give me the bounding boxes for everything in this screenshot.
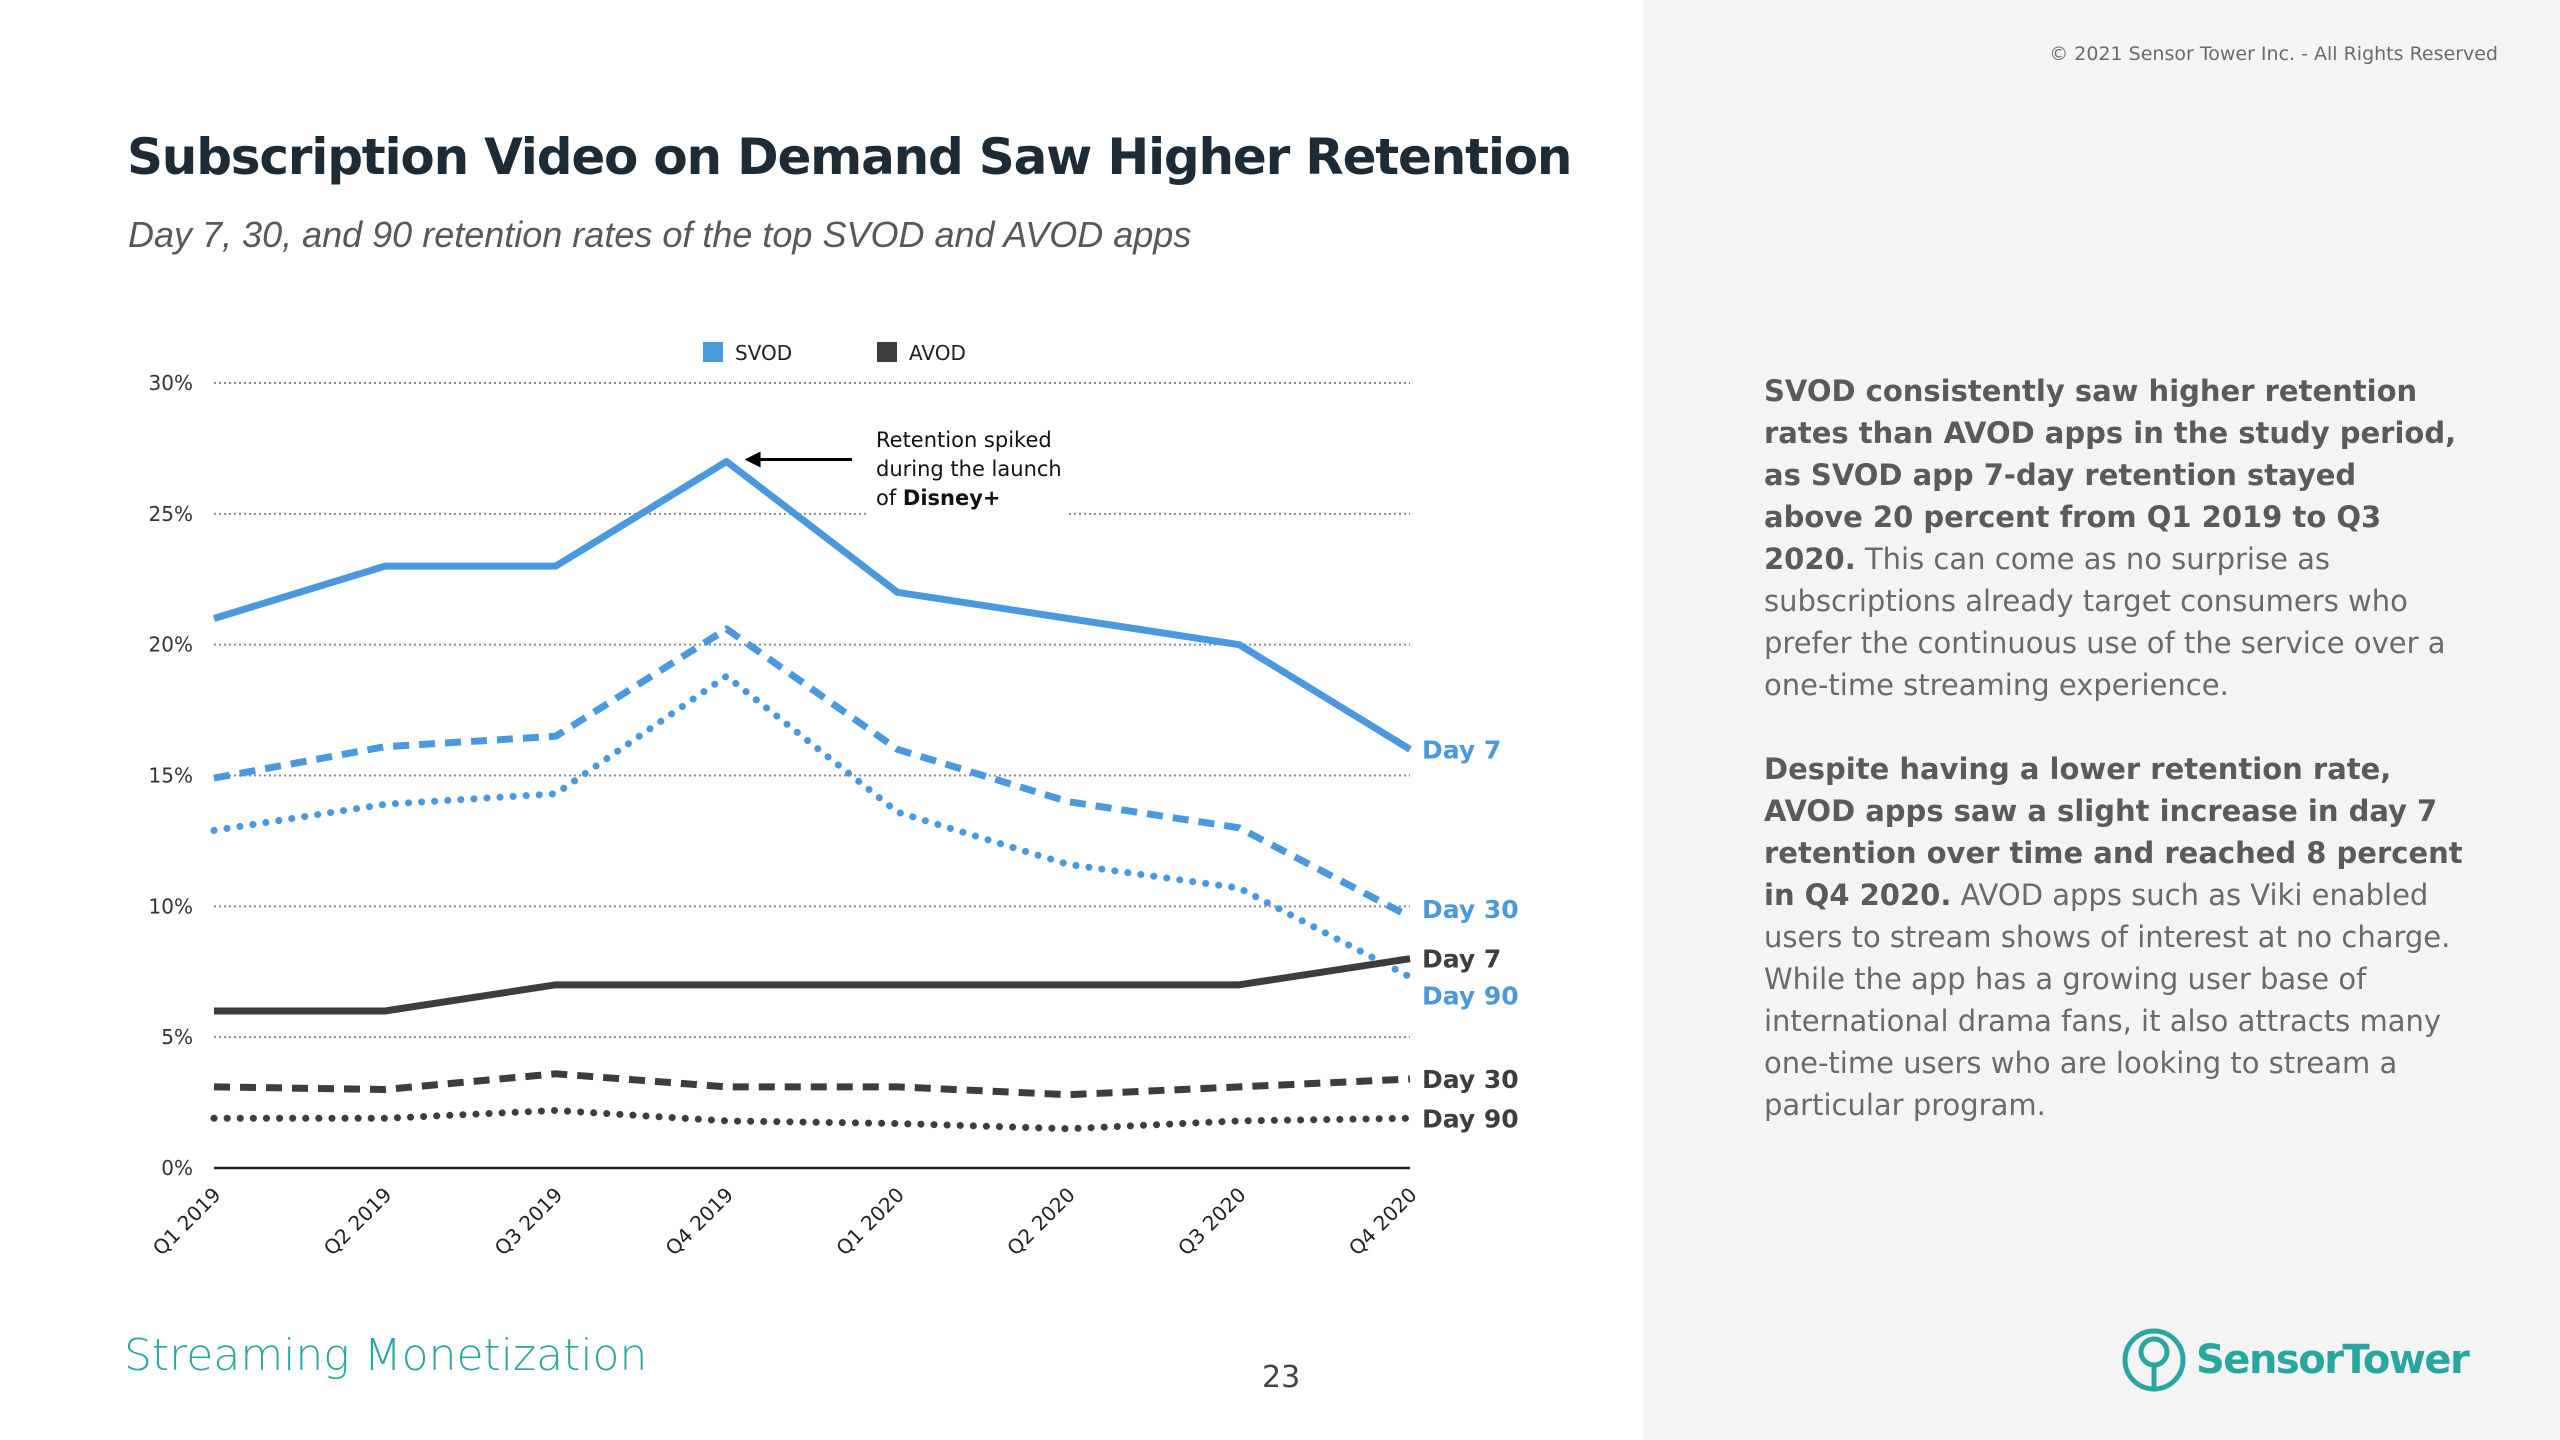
brand-logo: SensorTower [2122,1325,2470,1395]
chart-legend: SVOD AVOD [703,341,966,365]
chart-gridlines [214,382,1410,1039]
annotation-arrow-head [744,451,761,468]
legend-label-svod: SVOD [735,341,792,365]
series-line-avod-day-7 [214,955,1411,1015]
chart-annotation: Retention spiked during the launch of Disn… [744,416,1068,516]
annotation-highlight: Disney+ [903,486,1001,510]
series-line-svod-day-7 [212,458,1412,753]
chart-panel [0,0,1643,1440]
x-tick-label: Q4 2019 [661,1183,739,1261]
y-tick-label: 10% [149,894,193,918]
x-tick-label: Q4 2020 [1344,1183,1422,1261]
annotation-text-line: during the launch [876,457,1062,481]
retention-line-chart: 0% 5% 10% 15% 20% 25% 30% Q1 2019 Q2 2019 Q3 2019… [148,341,1519,1261]
y-tick-label: 5% [161,1025,193,1049]
commentary-highlight-2: Despite having a lower retention rate, A… [1764,752,2463,912]
commentary-paragraph-1: SVOD consistently saw higher retention r… [1764,370,2464,706]
series-line-avod-day-30 [213,1070,1411,1099]
section-title: Streaming Monetization [124,1330,648,1381]
commentary-body-1: This can come as no surprise as subscrip… [1764,542,2446,702]
series-end-label: Day 30 [1422,1065,1519,1094]
commentary-text: SVOD consistently saw higher retention r… [1764,370,2464,1168]
y-tick-label: 20% [149,633,193,657]
copyright-notice: © 2021 Sensor Tower Inc. - All Rights Re… [2049,43,2498,65]
annotation-text-line: of Disney+ [876,486,1001,510]
page-title: Subscription Video on Demand Saw Higher … [127,128,1573,186]
commentary-highlight-1: SVOD consistently saw higher retention r… [1764,374,2457,576]
series-line-svod-day-30 [213,625,1412,920]
x-tick-label: Q3 2020 [1173,1183,1251,1261]
series-end-label: Day 7 [1422,945,1501,974]
brand-name: SensorTower [2196,1337,2470,1383]
sensor-tower-logo-icon [2122,1328,2186,1392]
x-tick-label: Q1 2019 [148,1183,226,1261]
y-tick-label: 25% [149,502,193,526]
annotation-text-line: Retention spiked [876,428,1052,452]
page-subtitle: Day 7, 30, and 90 retention rates of the… [128,214,1192,255]
annotation-background [868,416,1068,516]
series-line-avod-day-90 [210,1106,1414,1133]
x-tick-label: Q3 2019 [490,1183,568,1261]
page-number: 23 [1262,1360,1301,1395]
commentary-body-2: AVOD apps such as Viki enabled users to … [1764,878,2451,1122]
chart-series [210,458,1414,1133]
legend-label-avod: AVOD [909,341,966,365]
series-end-label: Day 90 [1422,981,1519,1010]
chart-labels: Day 7 Day 30 Day 7 Day 90 Day 30 Day 90 [1422,735,1519,1133]
commentary-panel [1643,0,2560,1440]
x-tick-label: Q2 2019 [319,1183,397,1261]
legend-swatch-svod [703,342,723,362]
legend-swatch-avod [877,342,897,362]
commentary-paragraph-2: Despite having a lower retention rate, A… [1764,748,2464,1126]
series-end-label: Day 30 [1422,895,1519,924]
series-end-label: Day 90 [1422,1104,1519,1133]
y-tick-label: 15% [149,764,193,788]
series-end-label: Day 7 [1422,735,1501,764]
y-tick-label: 30% [149,371,193,395]
x-tick-label: Q2 2020 [1002,1183,1080,1261]
x-tick-label: Q1 2020 [831,1183,909,1261]
y-tick-label: 0% [161,1156,193,1180]
